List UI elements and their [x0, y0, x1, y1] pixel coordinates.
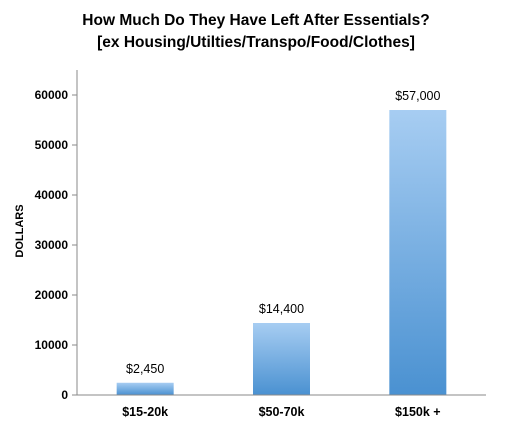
y-tick-label: 50000: [35, 138, 69, 152]
y-tick-label: 30000: [35, 238, 69, 252]
data-label: $2,450: [126, 362, 164, 376]
data-label: $57,000: [395, 89, 440, 103]
data-label: $14,400: [259, 302, 304, 316]
y-axis: 0 10000 20000 30000 40000 50000 60000: [35, 88, 77, 402]
category-label: $50-70k: [259, 405, 305, 419]
bar: [389, 110, 447, 395]
y-axis-label: DOLLARS: [14, 204, 26, 257]
y-tick-label: 0: [61, 388, 68, 402]
y-tick-label: 60000: [35, 88, 69, 102]
bar: [253, 323, 310, 395]
category-label: $15-20k: [122, 405, 168, 419]
y-tick-label: 20000: [35, 288, 69, 302]
bar: [116, 382, 174, 395]
chart-title-line-2: [ex Housing/Utilties/Transpo/Food/Clothe…: [97, 34, 415, 51]
y-tick-label: 40000: [35, 188, 69, 202]
bars: $2,450 $14,400 $57,000: [116, 89, 447, 395]
y-tick-label: 10000: [35, 338, 69, 352]
category-label: $150k +: [395, 405, 441, 419]
x-axis: $15-20k $50-70k $150k +: [122, 405, 440, 419]
chart-title-line-1: How Much Do They Have Left After Essenti…: [82, 12, 429, 29]
